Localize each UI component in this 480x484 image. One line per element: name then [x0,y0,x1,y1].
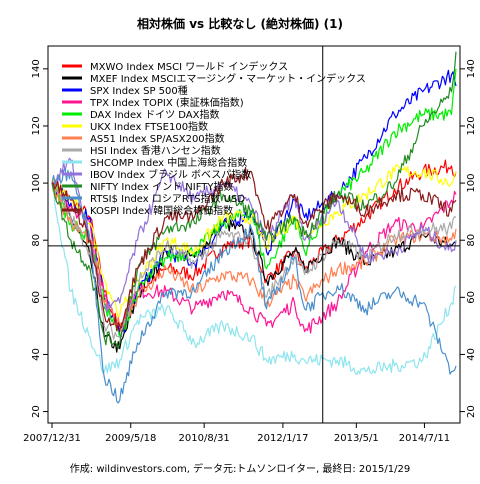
series-line-7 [51,182,457,340]
series-line-8 [51,182,457,376]
x-tick-label-0: 2007/12/31 [23,433,81,444]
y-tick-label-right-4: 100 [466,174,477,193]
legend-label-7: HSI Index 香港ハンセン指数 [90,144,221,157]
legend-label-9: IBOV Index ブラジル ボベスパ指数 [90,168,251,181]
chart-title: 相対株価 vs 比較なし (絶対株価) (1) [137,16,343,31]
y-tick-label-left-2: 60 [31,291,42,304]
y-tick-label-right-0: 20 [466,405,477,418]
y-tick-label-left-4: 100 [31,174,42,193]
y-tick-label-left-3: 80 [31,234,42,247]
legend-label-5: UKX Index FTSE100指数 [90,120,208,133]
chart-footer: 作成: wildinvestors.com, データ元:トムソンロイター, 最終… [70,462,410,475]
y-tick-label-right-3: 80 [466,234,477,247]
legend-label-2: SPX Index SP 500種 [90,84,188,97]
y-tick-label-right-1: 40 [466,348,477,361]
legend-label-1: MXEF Index MSCIエマージング・マーケット・インデックス [90,72,366,85]
x-tick-label-2: 2010/8/31 [179,433,230,444]
x-tick-label-1: 2009/5/18 [105,433,156,444]
x-tick-label-5: 2014/7/11 [399,433,450,444]
legend-label-12: KOSPI Index 韓国総合株価指数 [90,204,233,217]
legend-label-0: MXWO Index MSCI ワールド インデックス [90,60,288,73]
legend-label-8: SHCOMP Index 中国上海総合指数 [90,156,247,169]
y-tick-label-left-6: 140 [31,59,42,78]
legend-label-11: RTSI$ Index ロシアRTS指数 USD [90,192,245,205]
series-line-12 [51,166,457,332]
series-line-11 [51,168,457,404]
y-tick-label-right-6: 140 [466,59,477,78]
y-tick-label-left-1: 40 [31,348,42,361]
crosshair-layer [48,46,460,423]
y-tick-label-right-2: 60 [466,291,477,304]
y-tick-label-left-0: 20 [31,405,42,418]
x-tick-label-3: 2012/1/17 [257,433,308,444]
legend-label-6: AS51 Index SP/ASX200指数 [90,132,225,145]
legend-label-3: TPX Index TOPIX (東証株価指数) [89,96,244,109]
series-line-10 [51,51,457,349]
plot-frame [47,45,461,424]
legend-label-10: NIFTY Index インド NIFTY指数 [90,180,234,193]
x-tick-label-4: 2013/5/1 [334,433,379,444]
y-tick-label-left-5: 120 [31,116,42,135]
series-layer [51,51,457,404]
y-tick-label-right-5: 120 [466,116,477,135]
legend-label-4: DAX Index ドイツ DAX指数 [90,108,220,121]
axis-layer: 20 20 40 40 60 60 80 80 100 100 120 120 140 140 2007/1… [23,59,477,444]
